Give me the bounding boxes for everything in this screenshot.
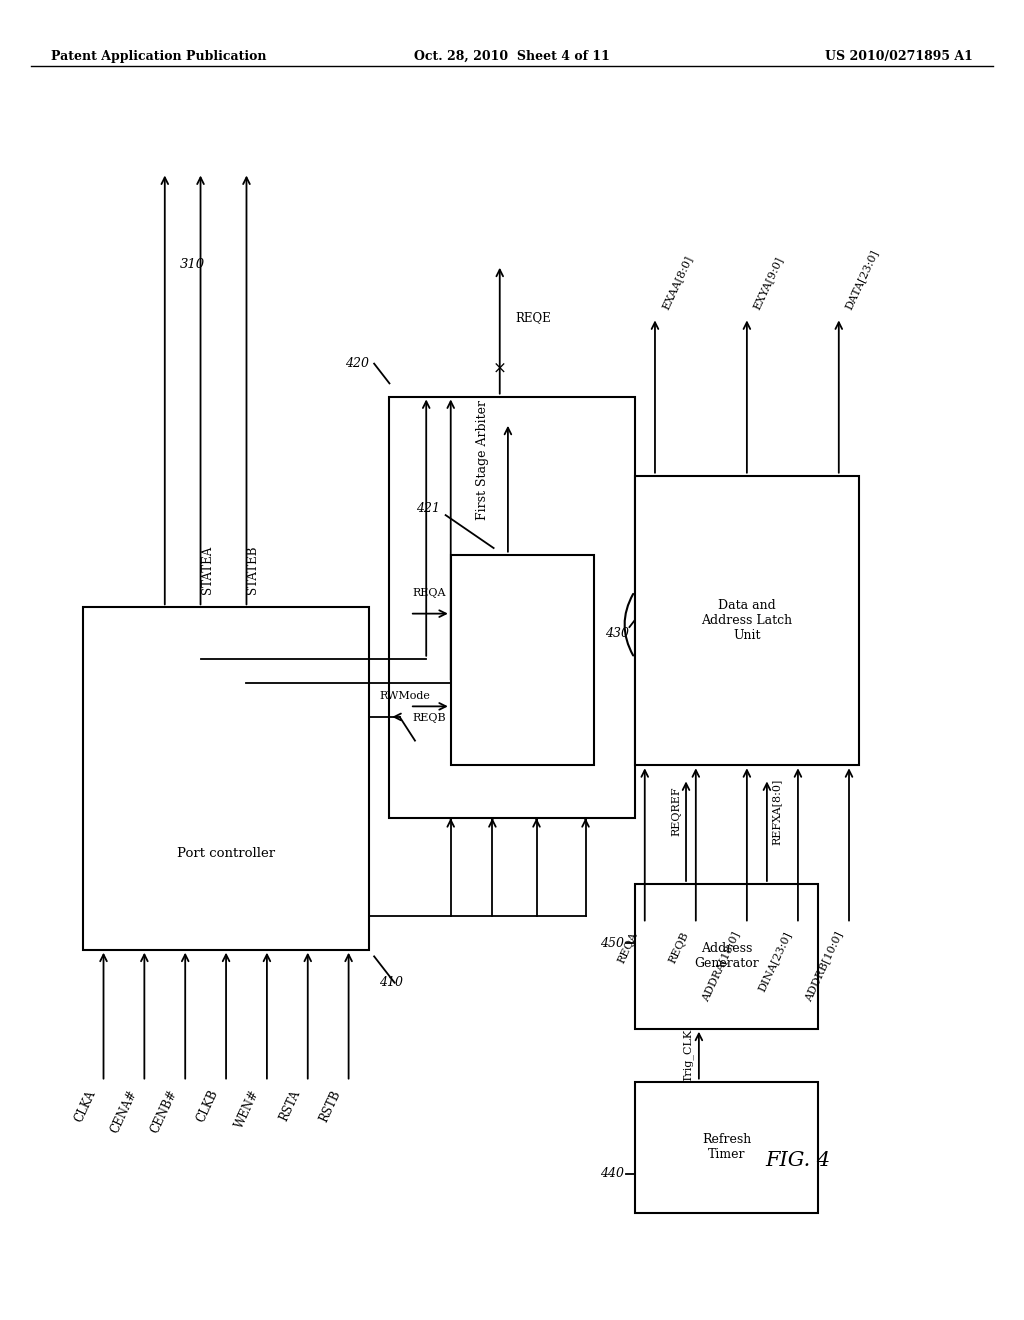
- Text: REQB: REQB: [412, 713, 445, 723]
- Text: Patent Application Publication: Patent Application Publication: [51, 50, 266, 63]
- Text: RSTA: RSTA: [278, 1088, 303, 1123]
- Text: REQE: REQE: [515, 312, 551, 323]
- Text: Data and
Address Latch
Unit: Data and Address Latch Unit: [701, 599, 793, 642]
- Text: 420: 420: [345, 358, 369, 370]
- Text: CLKB: CLKB: [195, 1088, 221, 1125]
- Text: 410: 410: [379, 977, 403, 989]
- Text: ×: ×: [493, 360, 507, 376]
- Text: ADDRA[18:0]: ADDRA[18:0]: [700, 931, 741, 1003]
- Text: Refresh
Timer: Refresh Timer: [701, 1134, 751, 1162]
- Text: 440: 440: [600, 1167, 625, 1180]
- Text: CENB#: CENB#: [148, 1088, 180, 1135]
- Text: 421: 421: [417, 502, 440, 515]
- Bar: [635, 884, 818, 1028]
- Bar: [451, 554, 594, 766]
- Text: EXAA[8:0]: EXAA[8:0]: [660, 253, 694, 312]
- Text: Oct. 28, 2010  Sheet 4 of 11: Oct. 28, 2010 Sheet 4 of 11: [414, 50, 610, 63]
- Text: DATA[23:0]: DATA[23:0]: [844, 248, 881, 312]
- Text: EXYA[9:0]: EXYA[9:0]: [752, 255, 785, 312]
- Bar: [635, 1081, 818, 1213]
- Text: REFXA[8:0]: REFXA[8:0]: [772, 779, 782, 845]
- Text: REQB: REQB: [668, 931, 691, 965]
- Bar: [83, 607, 369, 950]
- Text: 430: 430: [605, 627, 630, 640]
- Text: 450: 450: [600, 937, 625, 949]
- Bar: [389, 396, 635, 818]
- Text: Port controller: Port controller: [177, 847, 275, 861]
- Text: WEN#: WEN#: [232, 1088, 262, 1131]
- Text: 310: 310: [180, 259, 205, 272]
- Text: STATEB: STATEB: [247, 545, 259, 594]
- Text: Address
Generator: Address Generator: [694, 942, 759, 970]
- Bar: [635, 475, 859, 766]
- Text: RSTB: RSTB: [317, 1088, 343, 1125]
- Text: DINA[23:0]: DINA[23:0]: [757, 931, 793, 993]
- Text: CENA#: CENA#: [108, 1088, 139, 1135]
- Text: RWMode: RWMode: [379, 692, 430, 701]
- Text: ADDRB[10:0]: ADDRB[10:0]: [803, 931, 844, 1003]
- Text: US 2010/0271895 A1: US 2010/0271895 A1: [825, 50, 973, 63]
- Text: STATEA: STATEA: [201, 546, 214, 594]
- Text: CLKA: CLKA: [73, 1088, 98, 1125]
- Text: First Stage Arbiter: First Stage Arbiter: [476, 400, 489, 520]
- Text: REQA: REQA: [616, 931, 640, 965]
- Text: FIG. 4: FIG. 4: [765, 1151, 830, 1170]
- Text: Trig_CLK: Trig_CLK: [683, 1028, 694, 1082]
- Text: REQREF: REQREF: [671, 787, 681, 837]
- Text: REQA: REQA: [412, 587, 445, 598]
